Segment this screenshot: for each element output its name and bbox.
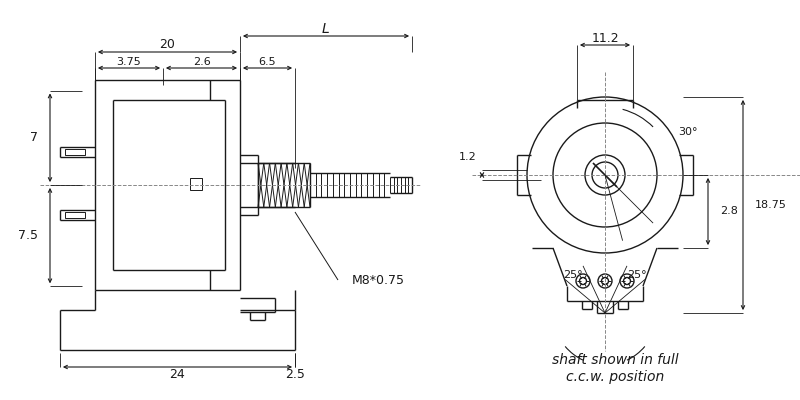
Text: 7: 7 (30, 131, 38, 144)
Text: 7.5: 7.5 (18, 229, 38, 242)
Text: L: L (322, 22, 330, 36)
Text: M8*0.75: M8*0.75 (351, 274, 405, 286)
Text: 2.6: 2.6 (193, 57, 210, 67)
Text: 18.75: 18.75 (755, 200, 787, 210)
Text: 3.75: 3.75 (117, 57, 142, 67)
Text: 6.5: 6.5 (258, 57, 276, 67)
Bar (65, 149, 85, 155)
Text: 25°: 25° (563, 270, 583, 280)
Text: 30°: 30° (678, 127, 698, 137)
Text: c.c.w. position: c.c.w. position (566, 370, 664, 384)
Text: shaft shown in full: shaft shown in full (552, 353, 678, 367)
Text: 11.2: 11.2 (591, 32, 619, 44)
Text: 20: 20 (159, 38, 175, 52)
Text: 25°: 25° (627, 270, 647, 280)
Bar (65, 212, 85, 218)
Text: 24: 24 (170, 368, 186, 380)
Text: 1.2: 1.2 (459, 152, 477, 162)
Text: 2.5: 2.5 (285, 368, 305, 380)
Bar (190, 178, 202, 190)
Text: 2.8: 2.8 (720, 206, 738, 216)
